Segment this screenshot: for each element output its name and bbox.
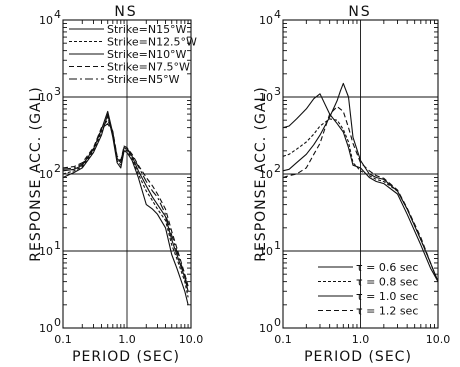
y-tick-exponent: 2: [54, 162, 61, 175]
legend-label: τ = 0.8 sec: [356, 276, 418, 289]
y-tick-exponent: 1: [274, 239, 281, 252]
y-tick-exponent: 4: [274, 8, 281, 21]
x-tick-label: 10.0: [179, 333, 204, 346]
series-line-2: [62, 116, 189, 298]
x-tick-label: 1.0: [118, 333, 136, 346]
plot-frame: [282, 19, 439, 329]
y-tick-label: 10: [259, 91, 273, 104]
series-line-4: [282, 106, 439, 282]
y-tick-label: 10: [39, 91, 53, 104]
y-tick-label: 10: [39, 168, 53, 181]
series-line-4: [62, 119, 189, 287]
legend-label: τ = 1.0 sec: [356, 290, 418, 303]
y-axis-label: RESPONSE ACC. (GAL): [253, 86, 269, 262]
y-tick-exponent: 0: [274, 316, 281, 329]
y-tick-label: 10: [39, 245, 53, 258]
y-tick-label: 10: [39, 14, 53, 27]
x-axis-label: PERIOD (SEC): [72, 349, 180, 365]
x-tick-label: 1.0: [352, 333, 370, 346]
y-tick-label: 10: [259, 168, 273, 181]
x-tick-label: 10.0: [426, 333, 451, 346]
legend-label: Strike=N10°W: [107, 48, 187, 61]
series-line-1: [282, 93, 439, 282]
series-line-5: [62, 123, 189, 290]
y-axis-label: RESPONSE ACC. (GAL): [28, 86, 44, 262]
y-tick-label: 10: [259, 245, 273, 258]
series-line-3: [62, 110, 189, 292]
legend-label: Strike=N12.5°W: [107, 36, 197, 49]
chart-title: NS: [348, 4, 371, 20]
x-tick-label: 0.1: [274, 333, 292, 346]
y-tick-exponent: 1: [54, 239, 61, 252]
y-tick-exponent: 3: [54, 85, 61, 98]
series-line-1: [62, 113, 189, 305]
x-axis-label: PERIOD (SEC): [304, 349, 412, 365]
x-tick-label: 0.1: [54, 333, 72, 346]
y-tick-label: 10: [39, 322, 53, 335]
y-tick-label: 10: [259, 14, 273, 27]
legend-label: Strike=N15°W: [107, 23, 187, 36]
chart-title: NS: [114, 4, 137, 20]
legend: Strike=N15°WStrike=N12.5°WStrike=N10°WSt…: [69, 23, 197, 86]
y-tick-label: 10: [259, 322, 273, 335]
legend-label: τ = 0.6 sec: [356, 261, 418, 274]
y-tick-exponent: 3: [274, 85, 281, 98]
legend-label: Strike=N7.5°W: [107, 61, 190, 74]
legend-label: τ = 1.2 sec: [356, 305, 418, 318]
y-tick-exponent: 2: [274, 162, 281, 175]
y-tick-exponent: 0: [54, 316, 61, 329]
legend-label: Strike=N5°W: [107, 73, 180, 86]
y-tick-exponent: 4: [54, 8, 61, 21]
